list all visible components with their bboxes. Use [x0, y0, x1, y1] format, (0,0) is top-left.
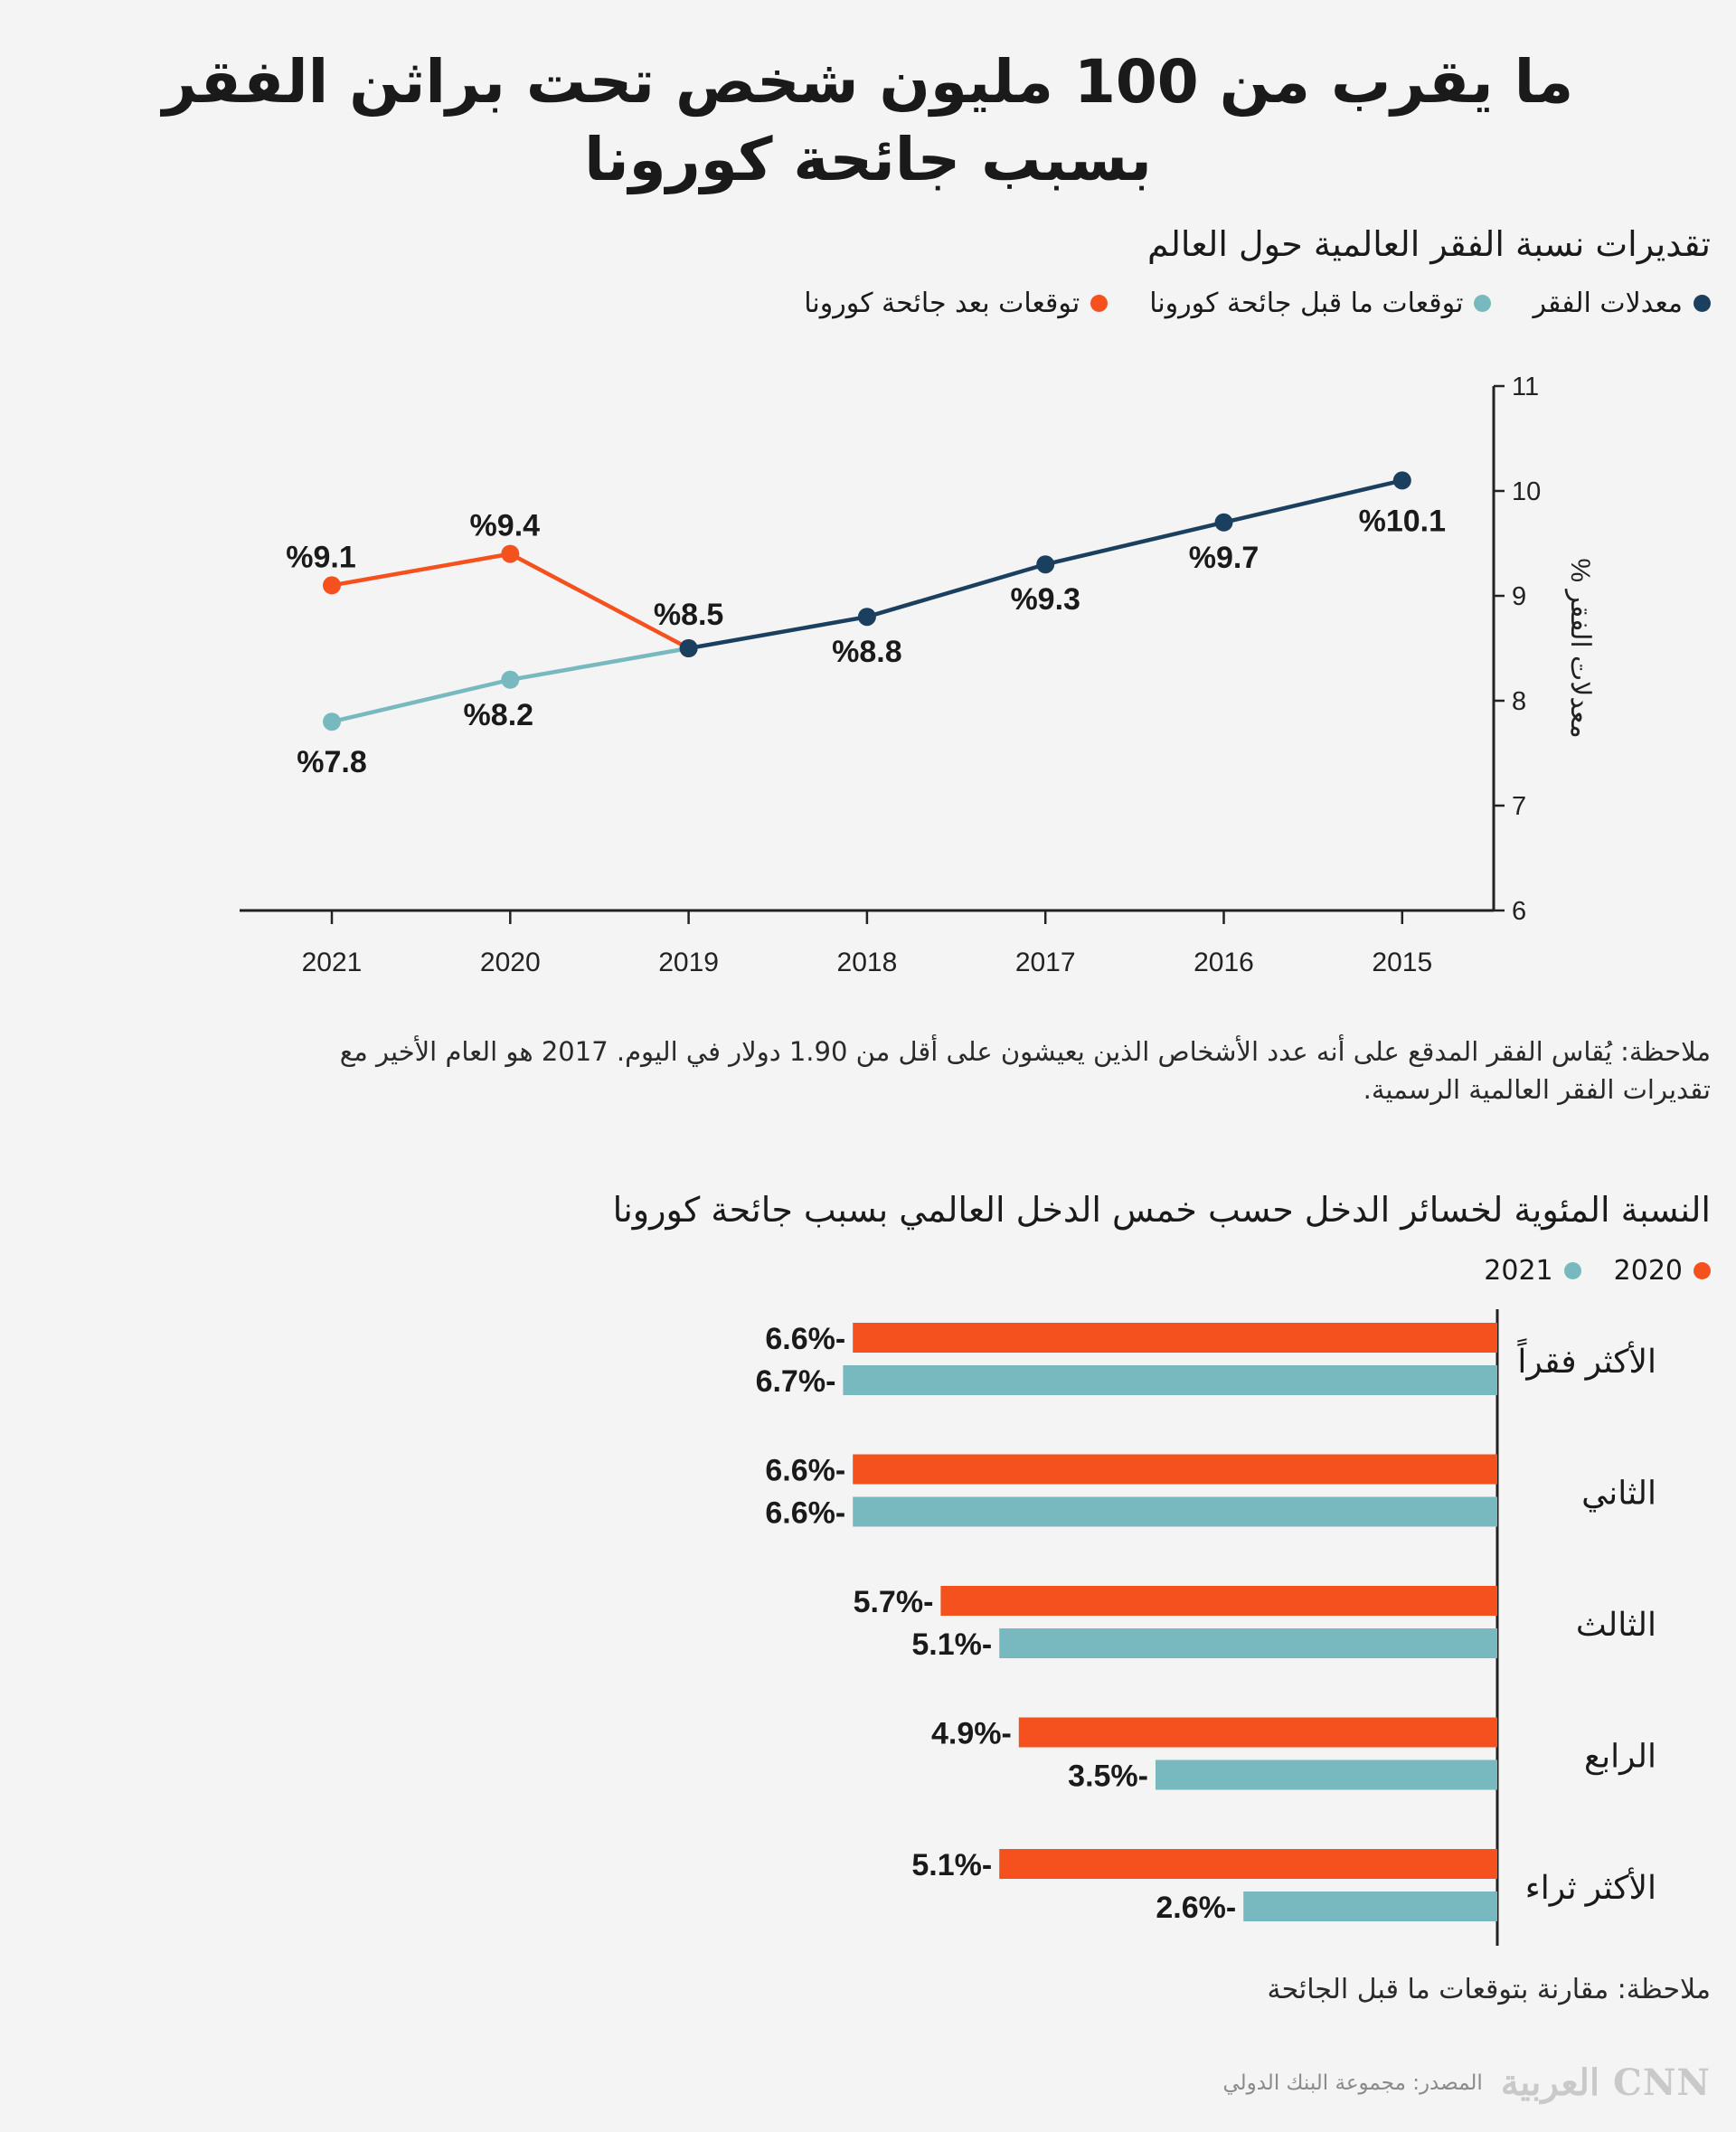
data-label: %8.5 — [654, 598, 724, 632]
x-tick-label: 2020 — [480, 948, 541, 977]
legend-dot-navy — [1694, 295, 1711, 312]
legend-item-2021: 2021 — [1484, 1255, 1581, 1287]
category-label: الأكثر فقراً — [1516, 1338, 1656, 1381]
y-tick-label: 8 — [1512, 687, 1526, 716]
line-chart: 6 7 8 9 10 11 معدلات الفقر % 2021 2020 2019 2018 20… — [240, 373, 1595, 977]
data-point — [679, 639, 698, 657]
x-tick-label: 2021 — [302, 948, 363, 977]
source-footer: CNN العربية المصدر: مجموعة البنك الدولي — [1222, 2061, 1711, 2104]
bar-2020 — [853, 1454, 1497, 1485]
bar-value-label: -4.9% — [931, 1717, 1012, 1751]
x-tick-label: 2016 — [1194, 948, 1254, 977]
y-tick-label: 10 — [1512, 477, 1541, 506]
data-label: %9.3 — [1010, 582, 1080, 617]
legend-item-poverty-rates: معدلات الفقر — [1533, 288, 1711, 319]
data-label: %8.8 — [832, 635, 902, 669]
y-axis-label: معدلات الفقر % — [1564, 558, 1595, 738]
data-point — [323, 576, 341, 595]
category-label: الثالث — [1576, 1606, 1656, 1643]
bar-chart-legend: 2020 2021 — [1484, 1255, 1711, 1287]
legend-label: معدلات الفقر — [1533, 288, 1683, 319]
y-tick-label: 7 — [1512, 792, 1526, 821]
data-label: %7.8 — [297, 745, 367, 779]
legend-dot-orange — [1090, 295, 1109, 312]
category-label: الأكثر ثراء — [1525, 1867, 1656, 1907]
bar-2021 — [853, 1496, 1497, 1527]
bar-2020 — [853, 1323, 1497, 1353]
title-line-1: ما يقرب من 100 مليون شخص تحت براثن الفقر — [162, 47, 1574, 117]
y-tick-label: 11 — [1512, 373, 1539, 401]
series-line-2 — [331, 552, 690, 650]
line-chart-note: ملاحظة: يُقاس الفقر المدقع على أنه عدد ا… — [174, 1033, 1711, 1108]
note-line-1: ملاحظة: يُقاس الفقر المدقع على أنه عدد ا… — [339, 1036, 1711, 1067]
bar-2021 — [1243, 1891, 1497, 1921]
data-point — [501, 670, 520, 689]
title-line-2: بسبب جائحة كورونا — [584, 125, 1152, 194]
legend-label: توقعات بعد جائحة كورونا — [804, 288, 1080, 319]
bar-value-label: -6.6% — [765, 1322, 845, 1356]
bar-value-label: -6.6% — [765, 1496, 845, 1531]
legend-item-post-covid: توقعات بعد جائحة كورونا — [804, 288, 1109, 319]
page-title: ما يقرب من 100 مليون شخص تحت براثن الفقر… — [0, 43, 1736, 199]
legend-label: توقعات ما قبل جائحة كورونا — [1149, 288, 1464, 319]
bar-chart-note: ملاحظة: مقارنة بتوقعات ما قبل الجائحة — [1267, 1974, 1711, 2005]
data-label: %9.7 — [1189, 541, 1260, 575]
y-tick-label: 9 — [1512, 582, 1526, 611]
bar-value-label: -2.6% — [1156, 1891, 1236, 1925]
bar-value-label: -6.6% — [765, 1454, 845, 1488]
category-label: الثاني — [1581, 1475, 1656, 1513]
legend-item-2020: 2020 — [1614, 1255, 1711, 1287]
bar-2021 — [843, 1365, 1497, 1395]
bar-value-label: -5.1% — [911, 1627, 992, 1662]
note-line-2: تقديرات الفقر العالمية الرسمية. — [1363, 1074, 1711, 1105]
legend-label: 2021 — [1484, 1255, 1553, 1287]
category-label: الرابع — [1584, 1738, 1656, 1776]
line-chart-legend: معدلات الفقر توقعات ما قبل جائحة كورونا … — [804, 288, 1711, 319]
line-chart-title: تقديرات نسبة الفقر العالمية حول العالم — [1147, 224, 1711, 264]
data-point — [857, 608, 876, 627]
data-label: %9.4 — [470, 509, 541, 543]
data-point — [1214, 513, 1233, 532]
cnn-arabic-logo: CNN العربية — [1500, 2061, 1711, 2104]
data-point — [501, 544, 520, 563]
x-tick-label: 2018 — [837, 948, 898, 977]
bar-2020 — [1018, 1717, 1497, 1748]
x-tick-label: 2015 — [1372, 948, 1432, 977]
legend-dot-teal — [1474, 295, 1492, 312]
data-point — [1392, 471, 1411, 490]
legend-dot-teal — [1563, 1262, 1581, 1279]
legend-dot-orange — [1694, 1262, 1711, 1279]
bar-2021 — [1156, 1759, 1497, 1790]
source-text: المصدر: مجموعة البنك الدولي — [1222, 2071, 1483, 2095]
y-tick-label: 6 — [1512, 897, 1526, 926]
bar-2020 — [940, 1586, 1497, 1616]
data-point — [323, 712, 341, 731]
bar-chart-title: النسبة المئوية لخسائر الدخل حسب خمس الدخ… — [612, 1190, 1711, 1230]
x-tick-label: 2017 — [1015, 948, 1076, 977]
bar-value-label: -3.5% — [1068, 1759, 1148, 1794]
legend-label: 2020 — [1613, 1255, 1683, 1287]
bar-2020 — [999, 1849, 1497, 1879]
legend-item-pre-covid: توقعات ما قبل جائحة كورونا — [1149, 288, 1492, 319]
bar-2021 — [999, 1628, 1497, 1658]
data-point — [1036, 555, 1055, 574]
bar-value-label: -5.1% — [911, 1848, 992, 1882]
bar-value-label: -6.7% — [756, 1364, 836, 1399]
data-label: %8.2 — [464, 698, 534, 732]
bar-value-label: -5.7% — [854, 1585, 934, 1619]
bar-chart: -6.6% -6.7% الأكثر فقراً -6.6% -6.6% الثاني -5… — [756, 1309, 1656, 1946]
data-label: %9.1 — [286, 540, 356, 574]
x-tick-label: 2019 — [658, 948, 719, 977]
data-label: %10.1 — [1359, 504, 1446, 538]
